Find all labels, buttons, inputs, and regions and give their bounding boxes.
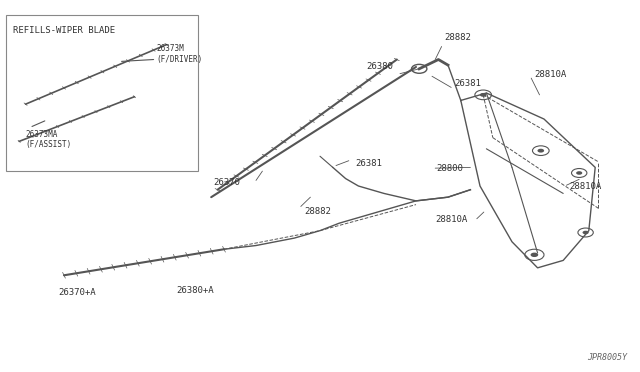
Text: 28810A: 28810A <box>570 182 602 190</box>
Text: 26373MA
(F/ASSIST): 26373MA (F/ASSIST) <box>26 130 72 149</box>
Text: 28882: 28882 <box>304 207 331 216</box>
Text: 26381: 26381 <box>355 159 382 168</box>
Text: 26373M
(F/DRIVER): 26373M (F/DRIVER) <box>157 44 203 64</box>
Text: 26380: 26380 <box>367 62 394 71</box>
Text: JPR8005Y: JPR8005Y <box>588 353 627 362</box>
Text: 26370: 26370 <box>213 178 240 187</box>
Circle shape <box>576 171 582 175</box>
Text: 28800: 28800 <box>436 164 463 173</box>
Circle shape <box>538 149 544 153</box>
Text: REFILLS-WIPER BLADE: REFILLS-WIPER BLADE <box>13 26 115 35</box>
Text: 28882: 28882 <box>445 33 472 42</box>
Text: 26370+A: 26370+A <box>58 288 95 296</box>
Text: 26381: 26381 <box>454 79 481 88</box>
Circle shape <box>480 93 486 97</box>
Text: 28810A: 28810A <box>534 70 566 79</box>
Text: 26380+A: 26380+A <box>177 286 214 295</box>
Circle shape <box>582 231 589 234</box>
Text: 28810A: 28810A <box>435 215 467 224</box>
Bar <box>6 15 198 171</box>
Circle shape <box>531 253 538 257</box>
